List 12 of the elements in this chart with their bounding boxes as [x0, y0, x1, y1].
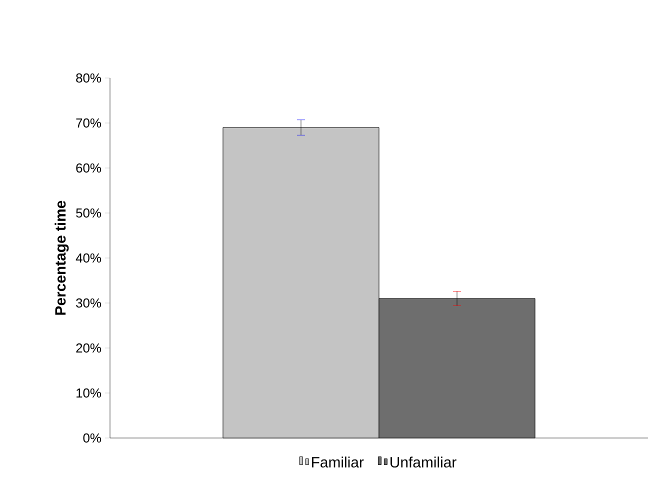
y-axis-title: Percentage time	[54, 200, 69, 315]
y-tick-label: 20%	[76, 343, 102, 353]
y-tick-label: 60%	[76, 163, 102, 173]
y-tick-label: 10%	[76, 388, 102, 398]
y-tick-label: 70%	[76, 118, 102, 128]
y-tick-label: 80%	[76, 73, 102, 83]
y-tick-label: 40%	[76, 253, 102, 263]
y-tick-label: 0%	[83, 433, 102, 443]
legend-label: Familiar	[312, 456, 364, 468]
y-tick-label: 50%	[76, 208, 102, 218]
y-tick-label: 30%	[76, 298, 102, 308]
legend-label: Unfamiliar	[390, 456, 456, 468]
